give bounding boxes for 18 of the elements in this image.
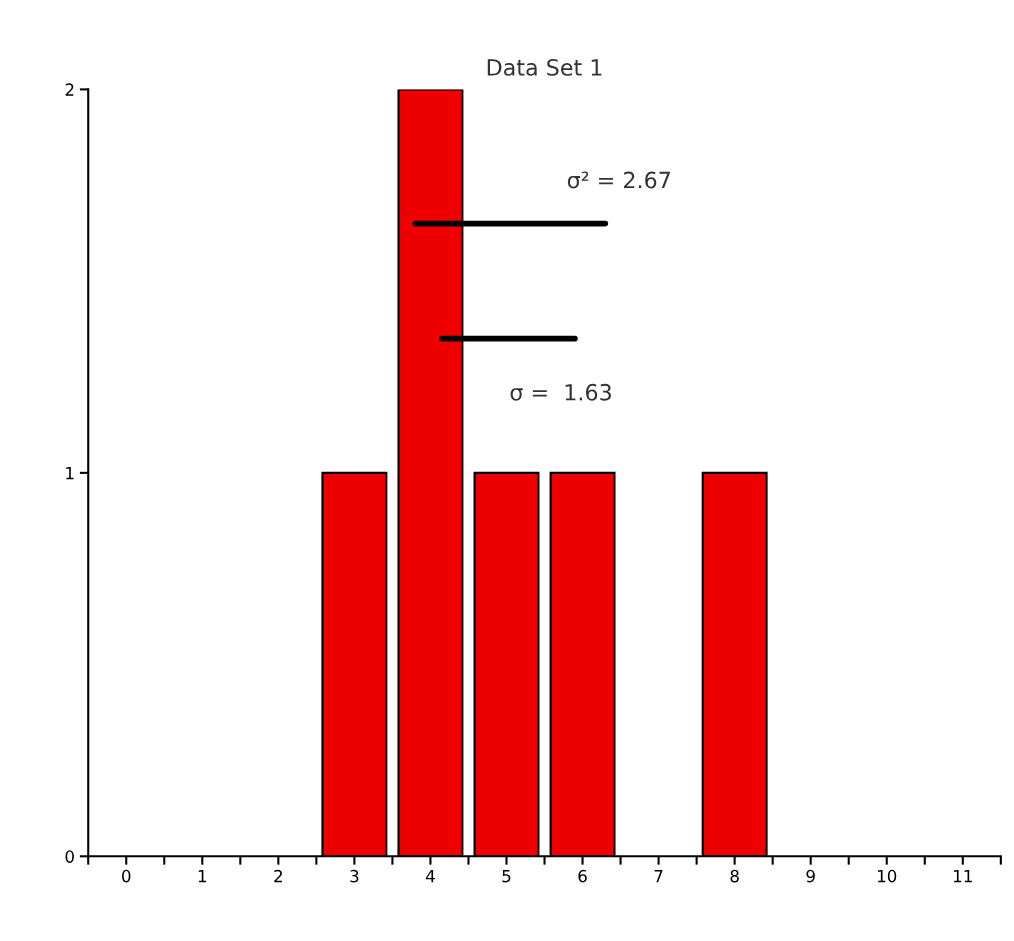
chart-title: Data Set 1 bbox=[487, 59, 602, 76]
y-tick-label: 2 bbox=[65, 83, 74, 96]
y-tick-label: 1 bbox=[66, 467, 74, 480]
x-tick-label: 10 bbox=[877, 869, 897, 883]
x-tick-label: 3 bbox=[350, 869, 359, 883]
x-tick-label: 2 bbox=[274, 869, 282, 883]
x-tick-label: 4 bbox=[425, 870, 435, 883]
x-tick-label: 9 bbox=[806, 869, 815, 883]
x-tick-label: 8 bbox=[730, 869, 739, 883]
annotation: σ² = 2.67 bbox=[567, 171, 670, 189]
annotation: σ = 1.63 bbox=[510, 383, 611, 401]
x-tick-label: 5 bbox=[502, 870, 511, 883]
y-tick-label: 0 bbox=[65, 850, 74, 863]
x-tick-label: 0 bbox=[122, 869, 131, 883]
x-tick-label: 1 bbox=[198, 870, 207, 883]
x-tick-label: 7 bbox=[654, 870, 663, 883]
x-tick-label: 11 bbox=[954, 870, 972, 883]
x-tick-label: 6 bbox=[578, 869, 587, 883]
